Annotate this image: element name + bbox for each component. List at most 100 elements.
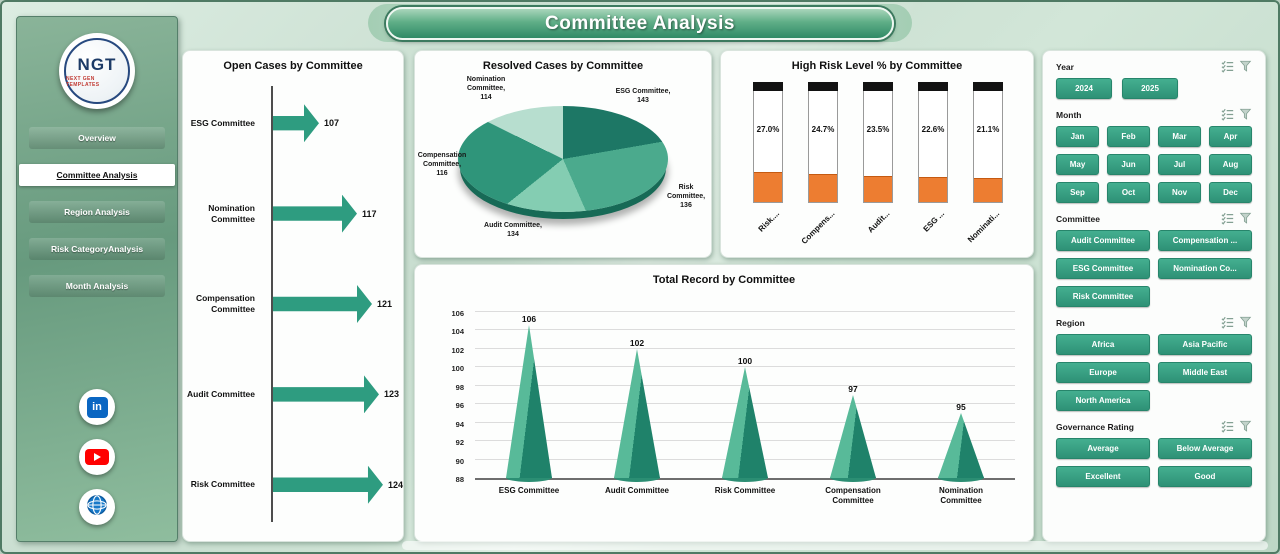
pie-label-audit: Audit Committee, 134 bbox=[484, 222, 542, 238]
gridline bbox=[475, 347, 1015, 349]
governance-option[interactable]: Below Average bbox=[1158, 438, 1252, 459]
risk-column: 24.7% Compens... bbox=[800, 82, 840, 256]
month-option[interactable]: Sep bbox=[1056, 182, 1099, 203]
region-option[interactable]: Middle East bbox=[1158, 362, 1252, 383]
percent-label: 24.7% bbox=[811, 125, 835, 134]
category-label: Nominati... bbox=[966, 209, 1002, 245]
slicer-month: Month Jan Feb Mar Apr May Jun Jul Aug Se… bbox=[1056, 108, 1252, 203]
region-option[interactable]: Europe bbox=[1056, 362, 1150, 383]
percent-label: 27.0% bbox=[756, 125, 780, 134]
category-label: Risk.... bbox=[756, 209, 782, 234]
value-label: 123 bbox=[384, 389, 400, 400]
sidebar-item-region-analysis[interactable]: Region Analysis bbox=[29, 201, 165, 223]
multiselect-icon[interactable] bbox=[1221, 420, 1234, 433]
y-tick-label: 88 bbox=[455, 475, 464, 484]
bar-fill bbox=[919, 177, 947, 202]
clear-filter-icon[interactable] bbox=[1239, 60, 1252, 73]
committee-option[interactable]: Risk Committee bbox=[1056, 286, 1150, 307]
cone-cell: 106 bbox=[475, 314, 583, 482]
month-option[interactable]: Jun bbox=[1107, 154, 1150, 175]
thermometer-bar: 21.1% bbox=[973, 82, 1003, 203]
cone-shape bbox=[614, 349, 660, 478]
gridline bbox=[475, 329, 1015, 331]
multiselect-icon[interactable] bbox=[1221, 108, 1234, 121]
year-option[interactable]: 2024 bbox=[1056, 78, 1112, 99]
bar-arrow bbox=[273, 104, 319, 142]
cone-cell: 102 bbox=[583, 314, 691, 482]
category-label: Compensation Committee bbox=[825, 486, 881, 505]
category-axis-line bbox=[271, 86, 273, 522]
bar-cap bbox=[918, 82, 948, 91]
governance-option[interactable]: Good bbox=[1158, 466, 1252, 487]
total-record-chart: 88 90 92 94 96 98 100 102 104 106 106 102 100 bbox=[429, 309, 1015, 484]
committee-option[interactable]: Compensation ... bbox=[1158, 230, 1252, 251]
clear-filter-icon[interactable] bbox=[1239, 316, 1252, 329]
open-cases-title: Open Cases by Committee bbox=[223, 60, 363, 72]
multiselect-icon[interactable] bbox=[1221, 212, 1234, 225]
clear-filter-icon[interactable] bbox=[1239, 420, 1252, 433]
month-option[interactable]: Apr bbox=[1209, 126, 1252, 147]
month-option[interactable]: Jan bbox=[1056, 126, 1099, 147]
y-axis-labels: 88 90 92 94 96 98 100 102 104 106 bbox=[429, 309, 469, 484]
committee-option[interactable]: ESG Committee bbox=[1056, 258, 1150, 279]
month-option[interactable]: Aug bbox=[1209, 154, 1252, 175]
region-option[interactable]: North America bbox=[1056, 390, 1150, 411]
gridline bbox=[475, 366, 1015, 368]
resolved-pie bbox=[458, 106, 668, 212]
month-option[interactable]: Nov bbox=[1158, 182, 1201, 203]
month-option[interactable]: Dec bbox=[1209, 182, 1252, 203]
value-label: 124 bbox=[387, 479, 403, 490]
governance-option[interactable]: Average bbox=[1056, 438, 1150, 459]
open-cases-row: Nomination Committee 117 bbox=[183, 171, 403, 257]
month-option[interactable]: Jul bbox=[1158, 154, 1201, 175]
value-label: 117 bbox=[362, 208, 377, 219]
multiselect-icon[interactable] bbox=[1221, 60, 1234, 73]
linkedin-icon: in bbox=[86, 396, 108, 418]
clear-filter-icon[interactable] bbox=[1239, 108, 1252, 121]
month-option[interactable]: Feb bbox=[1107, 126, 1150, 147]
youtube-button[interactable] bbox=[79, 439, 115, 475]
bar-cap bbox=[973, 82, 1003, 91]
region-option[interactable]: Africa bbox=[1056, 334, 1150, 355]
month-option[interactable]: Mar bbox=[1158, 126, 1201, 147]
y-tick-label: 106 bbox=[451, 309, 464, 318]
slicer-committee-title: Committee bbox=[1056, 213, 1100, 224]
month-option[interactable]: Oct bbox=[1107, 182, 1150, 203]
category-label: Audit Committee bbox=[605, 486, 669, 495]
cone-shape bbox=[938, 413, 984, 478]
year-option[interactable]: 2025 bbox=[1122, 78, 1178, 99]
y-tick-label: 90 bbox=[455, 456, 464, 466]
website-button[interactable] bbox=[79, 489, 115, 525]
percent-label: 22.6% bbox=[921, 125, 945, 134]
sidebar-item-committee-analysis[interactable]: Committee Analysis bbox=[19, 164, 175, 186]
risk-column: 21.1% Nominati... bbox=[966, 82, 1005, 256]
cone-cell: 100 bbox=[691, 314, 799, 482]
slicer-region: Region Africa Asia Pacific Europe Middle… bbox=[1056, 316, 1252, 411]
sidebar-item-month-analysis[interactable]: Month Analysis bbox=[29, 275, 165, 297]
cone-shape bbox=[506, 325, 552, 478]
ngt-logo-circle: NGT NEXT GEN TEMPLATES bbox=[64, 38, 130, 104]
bar-arrow bbox=[273, 466, 383, 504]
clear-filter-icon[interactable] bbox=[1239, 212, 1252, 225]
y-tick-label: 102 bbox=[451, 345, 464, 355]
filter-panel: Year 2024 2025 Month Jan Fe bbox=[1042, 50, 1266, 542]
bar-fill bbox=[974, 178, 1002, 202]
pie-label-esg: ESG Committee, 143 bbox=[615, 88, 671, 104]
linkedin-button[interactable]: in bbox=[79, 389, 115, 425]
logo-subtext: NEXT GEN TEMPLATES bbox=[66, 75, 100, 88]
multiselect-icon[interactable] bbox=[1221, 316, 1234, 329]
category-label: Compensation Committee bbox=[195, 293, 255, 314]
committee-option[interactable]: Nomination Co... bbox=[1158, 258, 1252, 279]
total-record-title: Total Record by Committee bbox=[652, 274, 796, 286]
slicer-year: Year 2024 2025 bbox=[1056, 60, 1252, 99]
sidebar-item-risk-category-analysis[interactable]: Risk CategoryAnalysis bbox=[29, 238, 165, 260]
sidebar-nav: Overview Committee Analysis Region Analy… bbox=[17, 127, 177, 297]
governance-option[interactable]: Excellent bbox=[1056, 466, 1150, 487]
committee-option[interactable]: Audit Committee bbox=[1056, 230, 1150, 251]
bar-arrow bbox=[273, 375, 379, 413]
high-risk-chart: 27.0% Risk.... 24.7% Compens... 23.5% A bbox=[721, 72, 1033, 256]
sidebar-item-overview[interactable]: Overview bbox=[29, 127, 165, 149]
month-option[interactable]: May bbox=[1056, 154, 1099, 175]
region-option[interactable]: Asia Pacific bbox=[1158, 334, 1252, 355]
